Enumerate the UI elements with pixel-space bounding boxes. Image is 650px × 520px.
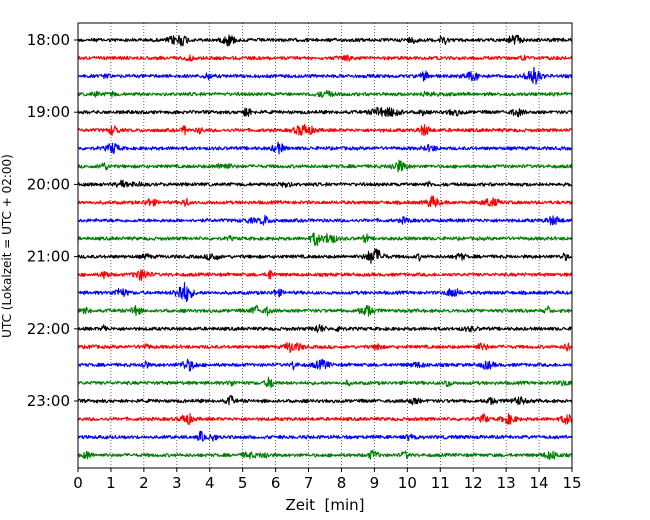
x-tick-label: 9 — [370, 474, 380, 492]
trace-line — [77, 141, 573, 155]
x-tick-label: 6 — [271, 474, 281, 492]
trace-line — [77, 54, 573, 62]
x-tick-label: 5 — [238, 474, 248, 492]
trace-line — [77, 232, 573, 247]
trace-line — [77, 342, 573, 354]
trace-group — [77, 34, 573, 461]
y-tick-label: 21:00 — [27, 248, 70, 266]
trace-line — [77, 66, 573, 85]
plot-frame — [77, 22, 573, 469]
trace-line — [77, 90, 573, 99]
x-tick-label: 10 — [398, 474, 417, 492]
grid-lines — [110, 23, 540, 468]
trace-line — [77, 324, 573, 333]
trace-line — [77, 412, 573, 426]
trace-line — [77, 159, 573, 173]
y-tick-label: 18:00 — [27, 31, 70, 49]
trace-line — [77, 123, 573, 137]
trace-line — [77, 269, 573, 282]
x-axis-ticks: 0 1 2 3 4 5 6 7 8 9 10 11 12 13 14 15 — [73, 468, 582, 492]
x-tick-label: 3 — [172, 474, 182, 492]
x-tick-label: 0 — [73, 474, 83, 492]
x-tick-label: 11 — [431, 474, 450, 492]
x-tick-label: 8 — [337, 474, 347, 492]
y-tick-label: 19:00 — [27, 103, 70, 121]
y-tick-label: 22:00 — [27, 320, 70, 338]
y-tick-label: 20:00 — [27, 175, 70, 193]
trace-line — [77, 34, 573, 47]
y-axis-label: UTC (Lokalzeit = UTC + 02:00) — [0, 154, 14, 338]
trace-line — [77, 282, 573, 303]
y-axis-ticks: 18:00 19:00 20:00 21:00 22:00 23:00 — [27, 31, 78, 410]
trace-line — [77, 248, 573, 264]
x-tick-label: 1 — [106, 474, 116, 492]
x-tick-label: 7 — [304, 474, 314, 492]
trace-line — [77, 449, 573, 461]
trace-line — [77, 106, 573, 118]
trace-line — [77, 195, 573, 208]
trace-line — [77, 304, 573, 317]
x-tick-label: 13 — [497, 474, 516, 492]
x-tick-label: 12 — [464, 474, 483, 492]
trace-line — [77, 214, 573, 226]
trace-line — [77, 430, 573, 442]
x-tick-label: 15 — [562, 474, 581, 492]
trace-line — [77, 179, 573, 188]
y-tick-label: 23:00 — [27, 392, 70, 410]
trace-line — [77, 376, 573, 388]
trace-line — [77, 358, 573, 372]
x-axis-label: Zeit [min] — [285, 496, 364, 514]
x-tick-label: 2 — [139, 474, 149, 492]
x-tick-label: 14 — [530, 474, 549, 492]
trace-line — [77, 394, 573, 406]
x-tick-label: 4 — [205, 474, 215, 492]
